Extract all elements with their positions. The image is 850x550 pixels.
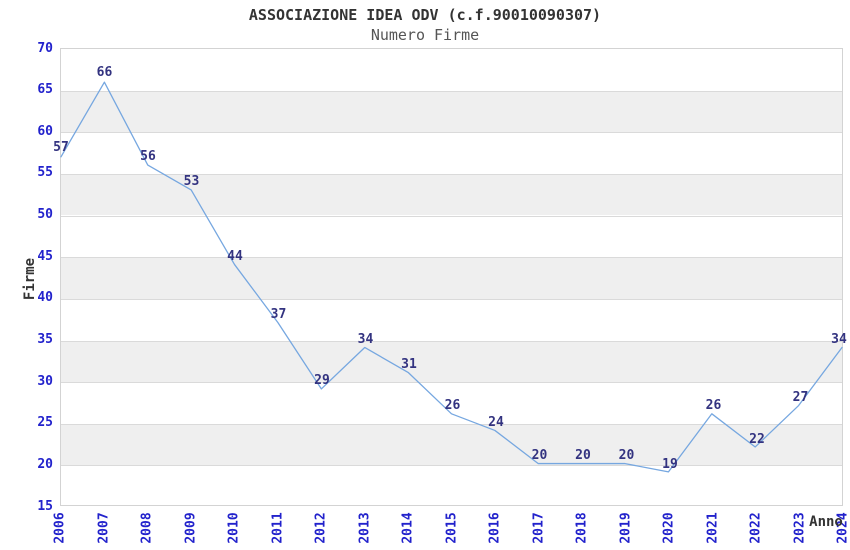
x-tick-label: 2012	[313, 512, 329, 544]
data-point-label: 20	[618, 448, 635, 464]
y-tick-label: 25	[37, 415, 53, 431]
plot-band	[61, 90, 842, 133]
data-point-label: 66	[96, 65, 113, 81]
x-tick-label: 2021	[705, 512, 720, 544]
data-point-label: 24	[488, 415, 504, 431]
data-point-label: 27	[792, 390, 809, 406]
y-tick-label: 55	[37, 165, 53, 181]
line-series-svg	[60, 81, 843, 473]
gridline	[61, 423, 842, 425]
gridline	[61, 340, 842, 342]
y-tick-label: 20	[37, 456, 53, 472]
x-tick-label: 2019	[618, 512, 633, 544]
plot-area: 57 66 56 53 44 37 29 34 31 26 24 20 20 20 19 26 22 27 34	[53, 48, 847, 506]
data-point-label: 56	[140, 148, 156, 164]
data-point-label: 29	[314, 373, 330, 389]
y-tick-label: 50	[37, 207, 53, 222]
data-point-label: 26	[444, 398, 461, 414]
data-point-label: 34	[831, 331, 847, 347]
plot-band	[61, 423, 842, 466]
data-point-label: 22	[749, 431, 765, 447]
y-tick-label: 60	[37, 123, 53, 139]
plot-band	[61, 340, 842, 383]
gridline	[61, 132, 842, 134]
x-tick-label: 2010	[226, 512, 242, 544]
y-tick-label: 15	[37, 498, 53, 514]
gridline	[61, 215, 842, 217]
gridline	[61, 465, 842, 467]
x-tick-label: 2022	[748, 512, 764, 544]
chart-subtitle: Numero Firme	[370, 26, 480, 44]
x-tick-label: 2015	[444, 512, 459, 544]
x-tick-label: 2009	[183, 512, 198, 544]
y-tick-label: 30	[37, 373, 53, 389]
data-point-label: 57	[53, 140, 69, 156]
data-point-label: 31	[401, 356, 417, 372]
data-point-label: 20	[531, 448, 548, 464]
x-tick-label: 2014	[400, 512, 416, 544]
gridline	[61, 382, 842, 384]
y-tick-label: 45	[37, 248, 53, 264]
data-point-label: 53	[183, 173, 200, 189]
data-point-label: 20	[575, 448, 591, 464]
y-tick-label: 70	[37, 40, 53, 56]
x-tick-label: 2007	[96, 512, 111, 544]
data-point-label: 26	[705, 398, 722, 414]
x-tick-label: 2013	[357, 512, 372, 544]
gridline	[61, 257, 842, 259]
x-tick-label: 2020	[661, 512, 677, 544]
x-tick-label: 2017	[531, 512, 546, 544]
plot-band	[61, 173, 842, 216]
x-tick-label: 2018	[574, 512, 590, 544]
y-tick-label: 35	[37, 332, 53, 347]
plot-band	[61, 257, 842, 299]
x-tick-label: 2023	[792, 512, 807, 544]
x-tick-label: 2008	[139, 512, 155, 544]
x-tick-label: 2006	[52, 512, 68, 544]
x-tick-label: 2016	[487, 512, 503, 544]
data-point-label: 34	[357, 331, 374, 347]
chart-title: ASSOCIAZIONE IDEA ODV (c.f.90010090307)	[248, 6, 602, 24]
data-point-label: 37	[270, 306, 287, 322]
x-axis-title: Anno	[809, 514, 843, 530]
gridline	[61, 173, 842, 175]
series-line	[60, 81, 843, 473]
gridline	[61, 90, 842, 92]
y-tick-label: 40	[37, 290, 53, 306]
y-tick-label: 65	[37, 82, 53, 98]
x-tick-label: 2011	[270, 512, 285, 544]
data-point-label: 19	[662, 456, 678, 472]
data-point-label: 44	[227, 248, 243, 264]
gridline	[61, 298, 842, 300]
